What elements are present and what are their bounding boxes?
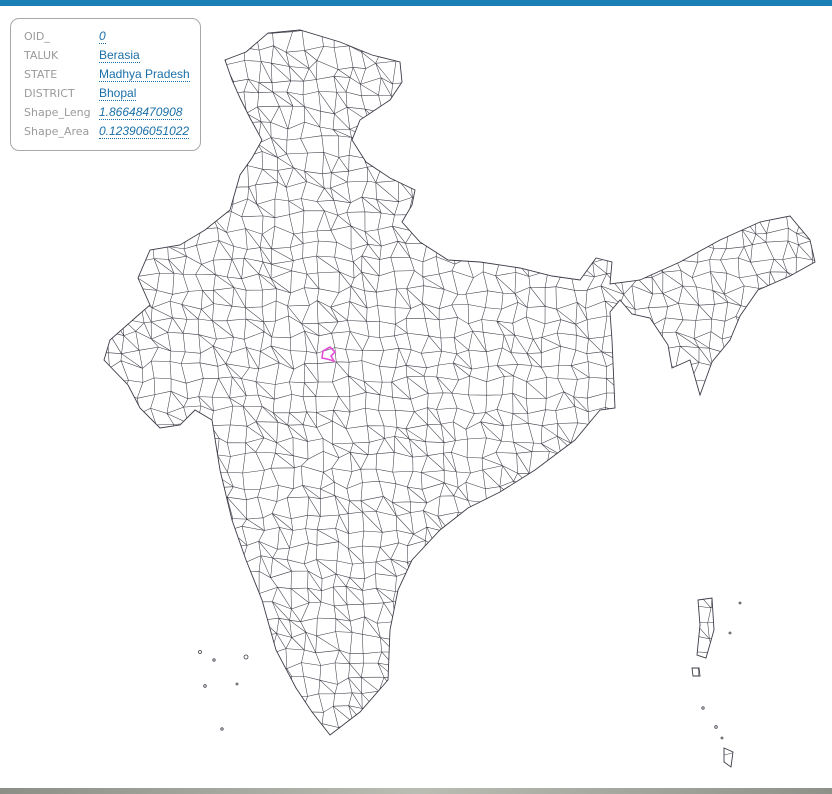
popup-row-shape-leng: Shape_Leng 1.86648470908 [24,103,183,122]
popup-key: Shape_Area [24,125,90,138]
popup-value: Berasia [99,48,140,63]
nicobar-island-south [723,747,734,768]
popup-value: 0 [99,29,106,44]
country-land [103,29,816,768]
popup-value: Madhya Pradesh [99,67,190,82]
india-taluk-map[interactable] [0,6,832,788]
popup-value: Bhopal [99,86,137,101]
popup-row-oid: OID_ 0 [24,27,106,46]
popup-value: 1.86648470908 [99,105,183,120]
popup-row-taluk: TALUK Berasia [24,46,140,65]
popup-key: Shape_Leng [24,106,91,119]
popup-row-shape-area: Shape_Area 0.123906051022 [24,122,190,141]
mainland-outline [103,29,816,736]
popup-key: OID_ [24,30,50,43]
popup-row-district: DISTRICT Bhopal [24,84,137,103]
popup-key: TALUK [24,49,59,62]
lakshadweep-islands [198,601,742,740]
top-accent-bar [0,0,832,6]
popup-value: 0.123906051022 [99,124,190,139]
popup-row-state: STATE Madhya Pradesh [24,65,190,84]
feature-info-popup: OID_ 0 TALUK Berasia STATE Madhya Pradesh D… [10,18,201,151]
bottom-edge-bar [0,788,832,794]
selected-taluk-berasia[interactable] [321,346,337,363]
popup-key: DISTRICT [24,87,75,100]
popup-key: STATE [24,68,58,81]
